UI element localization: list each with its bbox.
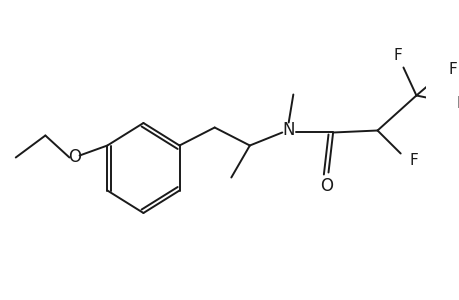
Text: O: O	[319, 178, 332, 196]
Text: O: O	[68, 148, 81, 166]
Text: F: F	[409, 153, 418, 168]
Text: N: N	[282, 122, 294, 140]
Text: F: F	[455, 96, 459, 111]
Text: F: F	[448, 62, 457, 77]
Text: F: F	[393, 48, 402, 63]
